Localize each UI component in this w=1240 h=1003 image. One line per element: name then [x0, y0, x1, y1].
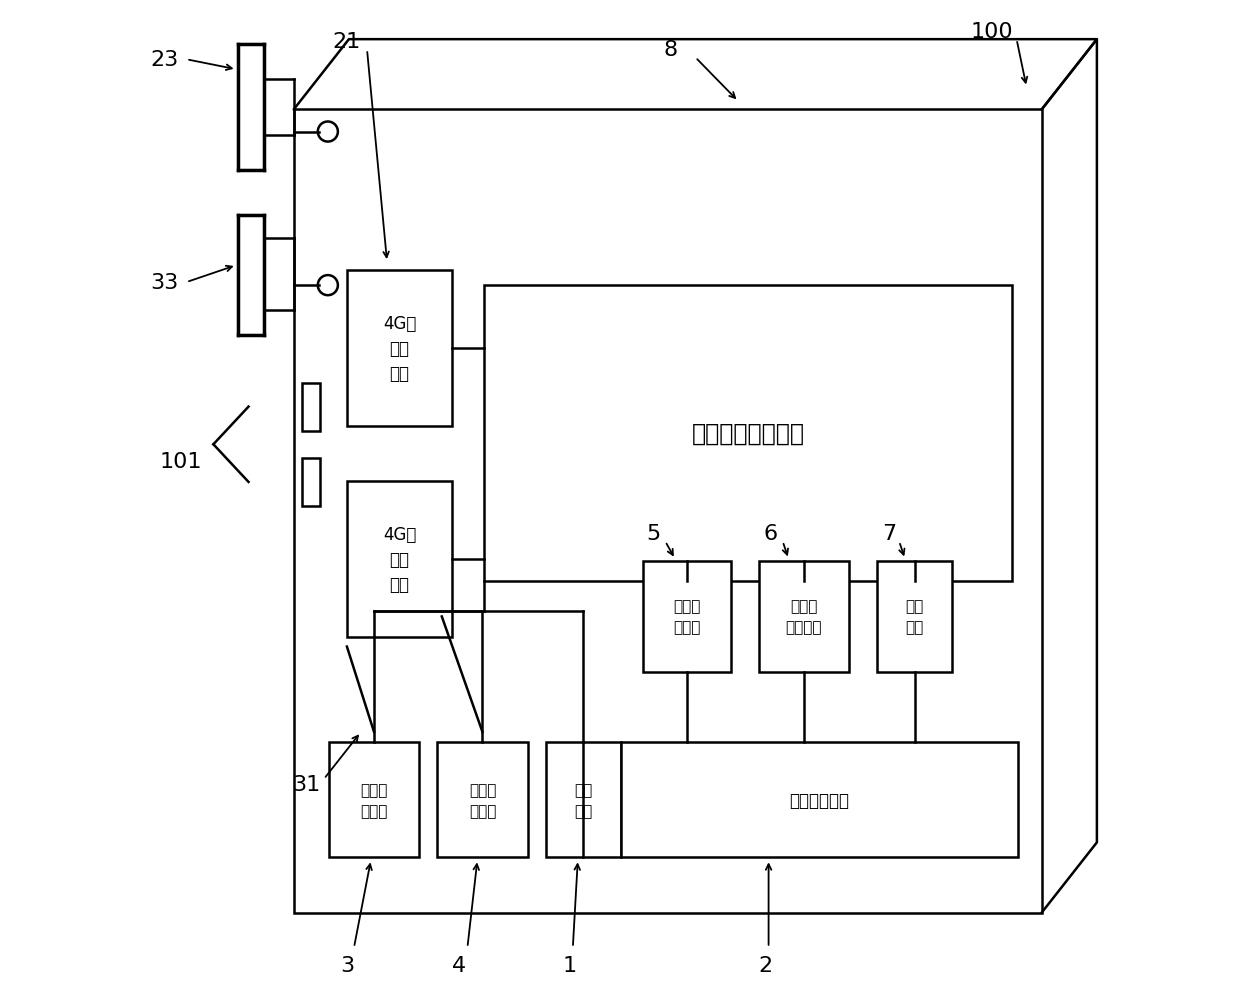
Text: 电源
模块: 电源 模块: [905, 599, 924, 635]
Bar: [621, 742, 1018, 858]
Text: 3: 3: [340, 955, 353, 975]
Text: 7: 7: [882, 524, 897, 544]
Text: 5: 5: [646, 524, 660, 544]
Bar: [438, 742, 528, 858]
Text: 100: 100: [970, 22, 1013, 42]
Text: 6: 6: [764, 524, 777, 544]
Text: 电气量
采集模块: 电气量 采集模块: [785, 599, 822, 635]
Text: 4: 4: [453, 955, 466, 975]
Bar: [238, 216, 264, 336]
Bar: [301, 458, 320, 507]
Text: 2: 2: [759, 955, 773, 975]
Text: 以太网
接口一: 以太网 接口一: [361, 782, 388, 817]
Bar: [546, 742, 621, 858]
Bar: [485, 286, 1012, 582]
Text: 主控数据处理模块: 主控数据处理模块: [692, 422, 805, 445]
Text: 31: 31: [293, 774, 321, 794]
Text: 以太网
接口二: 以太网 接口二: [469, 782, 496, 817]
Text: 33: 33: [150, 273, 179, 293]
Text: 4G通
讯组
件二: 4G通 讯组 件二: [383, 526, 417, 593]
Text: 23: 23: [150, 50, 179, 70]
Bar: [347, 481, 453, 637]
Bar: [294, 110, 1042, 913]
Bar: [301, 383, 320, 431]
Bar: [347, 271, 453, 426]
Text: 摇信遥
控模块: 摇信遥 控模块: [673, 599, 701, 635]
Text: 串行
接口: 串行 接口: [574, 782, 593, 817]
Text: 输入输出接口: 输入输出接口: [790, 791, 849, 808]
Bar: [759, 562, 849, 672]
Bar: [877, 562, 952, 672]
Bar: [644, 562, 732, 672]
Bar: [238, 45, 264, 171]
Bar: [329, 742, 419, 858]
Text: 21: 21: [332, 32, 361, 52]
Text: 1: 1: [563, 955, 577, 975]
Text: 8: 8: [663, 40, 677, 60]
Text: 4G通
讯组
件一: 4G通 讯组 件一: [383, 315, 417, 382]
Text: 101: 101: [160, 451, 202, 471]
